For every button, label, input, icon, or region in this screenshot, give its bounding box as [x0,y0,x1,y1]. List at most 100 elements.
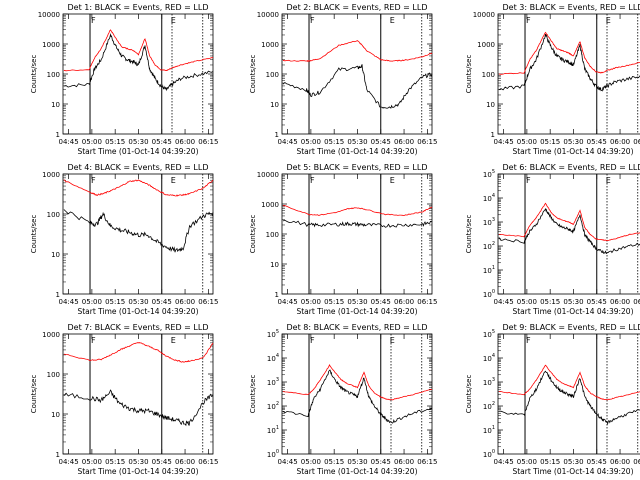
plot-frame [281,333,433,455]
panel-det-1: Det 1: BLACK = Events, RED = LLD 1 10 100 10… [30,3,218,156]
plot-frame [281,13,433,135]
x-axis-label: Start Time (01-Oct-14 04:39:20) [296,147,417,156]
x-tick-label: 05:30 [347,298,367,306]
x-tick-label: 04:45 [493,298,513,306]
y-tick-label: 102 [267,401,279,411]
x-tick-label: 06:15 [198,298,218,306]
y-tick-label: 105 [483,169,495,179]
x-tick-label: 06:15 [633,138,640,146]
y-tick-label: 100 [266,231,279,239]
y-tick-label: 10 [270,261,279,269]
x-tick-label: 06:15 [633,298,640,306]
x-tick-label: 05:15 [105,298,125,306]
x-axis-label: Start Time (01-Oct-14 04:39:20) [77,147,198,156]
lld-series-line [63,179,214,197]
y-tick-label: 100 [267,449,279,459]
x-tick-label: 06:15 [417,298,437,306]
marker-letter: E [390,16,395,25]
y-tick-label: 1000 [477,41,495,49]
y-tick-label: 105 [267,329,279,339]
y-tick-label: 103 [267,377,279,387]
x-tick-label: 05:00 [82,298,102,306]
panel-det-5: Det 5: BLACK = Events, RED = LLD 1 10 100 10… [249,163,437,316]
y-tick-label: 1 [491,131,495,139]
y-tick-label: 101 [483,425,495,435]
x-tick-label: 05:00 [301,138,321,146]
x-axis-label: Start Time (01-Oct-14 04:39:20) [512,147,633,156]
events-series-line [282,219,433,228]
y-axis-label: Counts/sec [30,55,38,94]
y-tick-label: 10 [270,101,279,109]
marker-letter: F [526,176,531,185]
x-tick-label: 06:00 [394,298,414,306]
x-tick-label: 06:00 [610,138,630,146]
y-tick-label: 1000 [42,171,60,179]
y-axis-label: Counts/sec [465,215,473,254]
y-axis-label: Counts/sec [30,215,38,254]
lld-series-line [282,364,433,401]
y-tick-label: 105 [483,329,495,339]
x-tick-label: 06:15 [417,138,437,146]
x-tick-label: 04:45 [58,298,78,306]
y-tick-label: 1 [56,451,60,459]
panel-title: Det 8: BLACK = Events, RED = LLD [287,323,428,332]
y-tick-label: 10000 [473,11,495,19]
x-tick-label: 05:00 [301,458,321,466]
x-tick-label: 06:00 [394,138,414,146]
marker-letter: F [310,176,315,185]
x-tick-label: 06:15 [198,458,218,466]
panel-title: Det 6: BLACK = Events, RED = LLD [503,163,640,172]
x-tick-label: 05:30 [347,458,367,466]
x-tick-label: 06:00 [175,458,195,466]
panel-det-8: Det 8: BLACK = Events, RED = LLD 100 101 10… [249,323,437,476]
x-tick-label: 05:00 [517,138,537,146]
lld-series-line [63,29,213,72]
marker-letter: F [91,336,96,345]
x-axis-label: Start Time (01-Oct-14 04:39:20) [77,467,198,476]
y-tick-label: 10000 [257,171,279,179]
y-tick-label: 10 [51,101,60,109]
x-tick-label: 05:45 [587,458,607,466]
y-tick-label: 10 [51,251,60,259]
x-tick-label: 05:15 [324,458,344,466]
y-tick-label: 103 [483,377,495,387]
marker-letter: E [606,336,611,345]
x-tick-label: 05:15 [324,298,344,306]
x-tick-label: 05:30 [128,138,148,146]
y-tick-label: 101 [483,265,495,275]
panel-det-2: Det 2: BLACK = Events, RED = LLD 1 10 100 10… [249,3,437,156]
x-tick-label: 06:00 [175,138,195,146]
x-tick-label: 05:45 [371,458,391,466]
events-series-line [63,209,214,253]
marker-letter: E [171,336,176,345]
x-tick-label: 06:00 [175,298,195,306]
panel-det-4: Det 4: BLACK = Events, RED = LLD 1 10 100 10… [30,163,218,316]
y-tick-label: 10000 [38,11,60,19]
panel-title: Det 4: BLACK = Events, RED = LLD [68,163,209,172]
y-tick-label: 1 [56,291,60,299]
marker-letter: E [390,336,395,345]
y-axis-label: Counts/sec [465,55,473,94]
x-tick-label: 06:15 [633,458,640,466]
x-tick-label: 05:00 [517,458,537,466]
y-tick-label: 1 [56,131,60,139]
y-axis-label: Counts/sec [249,375,257,414]
events-series-line [63,389,214,427]
x-tick-label: 04:45 [277,298,297,306]
y-tick-label: 1000 [42,331,60,339]
x-tick-label: 04:45 [493,458,513,466]
plot-frame [62,13,214,135]
panel-det-6: Det 6: BLACK = Events, RED = LLD 100 101 10… [465,163,640,316]
panel-det-7: Det 7: BLACK = Events, RED = LLD 1 10 100 10… [30,323,218,476]
y-tick-label: 10 [486,101,495,109]
lld-series-line [498,31,640,75]
y-tick-label: 104 [483,193,495,203]
panel-det-9: Det 9: BLACK = Events, RED = LLD 100 101 10… [465,323,640,476]
x-tick-label: 04:45 [493,138,513,146]
x-tick-label: 05:00 [82,458,102,466]
y-axis-label: Counts/sec [30,375,38,414]
x-tick-label: 06:15 [417,458,437,466]
plot-frame [497,333,640,455]
x-tick-label: 05:15 [324,138,344,146]
